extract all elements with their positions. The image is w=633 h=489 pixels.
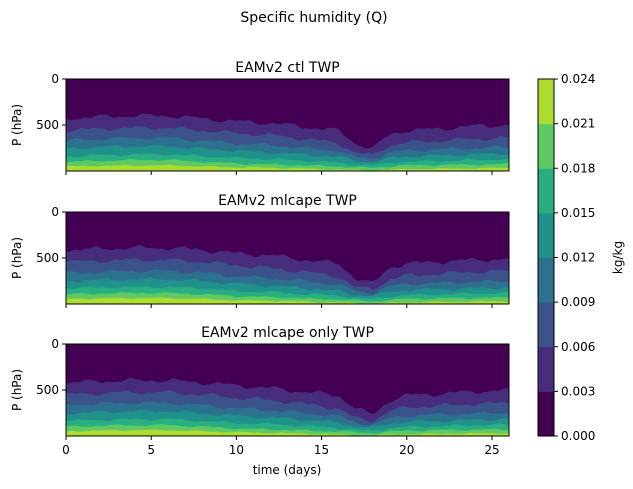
colorbar-tick-label: 0.000 (561, 429, 595, 443)
colorbar-tick-label: 0.015 (561, 206, 595, 220)
colorbar-label: kg/kg (611, 241, 625, 274)
x-tick-label: 5 (147, 443, 155, 457)
colorbar-band (538, 346, 554, 392)
y-axis-label: P (hPa) (10, 104, 24, 146)
contour-band-7 (66, 297, 509, 304)
y-tick-label: 0 (51, 72, 59, 86)
contour-band-7 (66, 164, 509, 171)
panel-title: EAMv2 mlcape TWP (218, 193, 357, 209)
y-tick-label: 0 (51, 337, 59, 351)
panel-1: EAMv2 ctl TWP 0 500 P (hPa) (10, 60, 510, 175)
panel-fills (66, 212, 509, 304)
colorbar: 0.000 0.003 0.006 0.009 0.012 0.015 0.018 0.021… (537, 72, 625, 443)
colorbar-band (538, 391, 554, 437)
x-tick-label: 0 (62, 443, 70, 457)
x-tick-label: 10 (229, 443, 244, 457)
colorbar-band (538, 302, 554, 348)
panel-fills (66, 79, 509, 171)
y-tick-label: 500 (36, 383, 59, 397)
colorbar-band (538, 79, 554, 125)
colorbar-tick-label: 0.018 (561, 161, 595, 175)
y-axis-label: P (hPa) (10, 237, 24, 279)
colorbar-tick-label: 0.021 (561, 117, 595, 131)
y-tick-label: 500 (36, 118, 59, 132)
colorbar-band (538, 123, 554, 169)
panel-3: EAMv2 mlcape only TWP 0 500 P (hPa) 0 5 10 15 20… (10, 325, 510, 457)
y-axis-label: P (hPa) (10, 369, 24, 411)
panel-title: EAMv2 ctl TWP (235, 60, 340, 76)
colorbar-tick-label: 0.012 (561, 251, 595, 265)
colorbar-band (538, 257, 554, 303)
colorbar-tick-label: 0.009 (561, 295, 595, 309)
panel-fills (66, 344, 509, 436)
x-tick-label: 20 (399, 443, 414, 457)
panel-2: EAMv2 mlcape TWP 0 500 P (hPa) (10, 193, 510, 308)
colorbar-band (538, 168, 554, 214)
x-axis-label: time (days) (253, 463, 322, 477)
panel-title: EAMv2 mlcape only TWP (201, 325, 374, 341)
colorbar-tick-label: 0.024 (561, 72, 595, 86)
figure-suptitle: Specific humidity (Q) (240, 10, 387, 26)
y-tick-label: 500 (36, 251, 59, 265)
colorbar-tick-label: 0.006 (561, 340, 595, 354)
x-tick-label: 15 (314, 443, 329, 457)
x-tick-label: 25 (484, 443, 499, 457)
contour-band-7 (66, 429, 509, 436)
colorbar-band (538, 212, 554, 258)
colorbar-tick-label: 0.003 (561, 384, 595, 398)
y-tick-label: 0 (51, 205, 59, 219)
